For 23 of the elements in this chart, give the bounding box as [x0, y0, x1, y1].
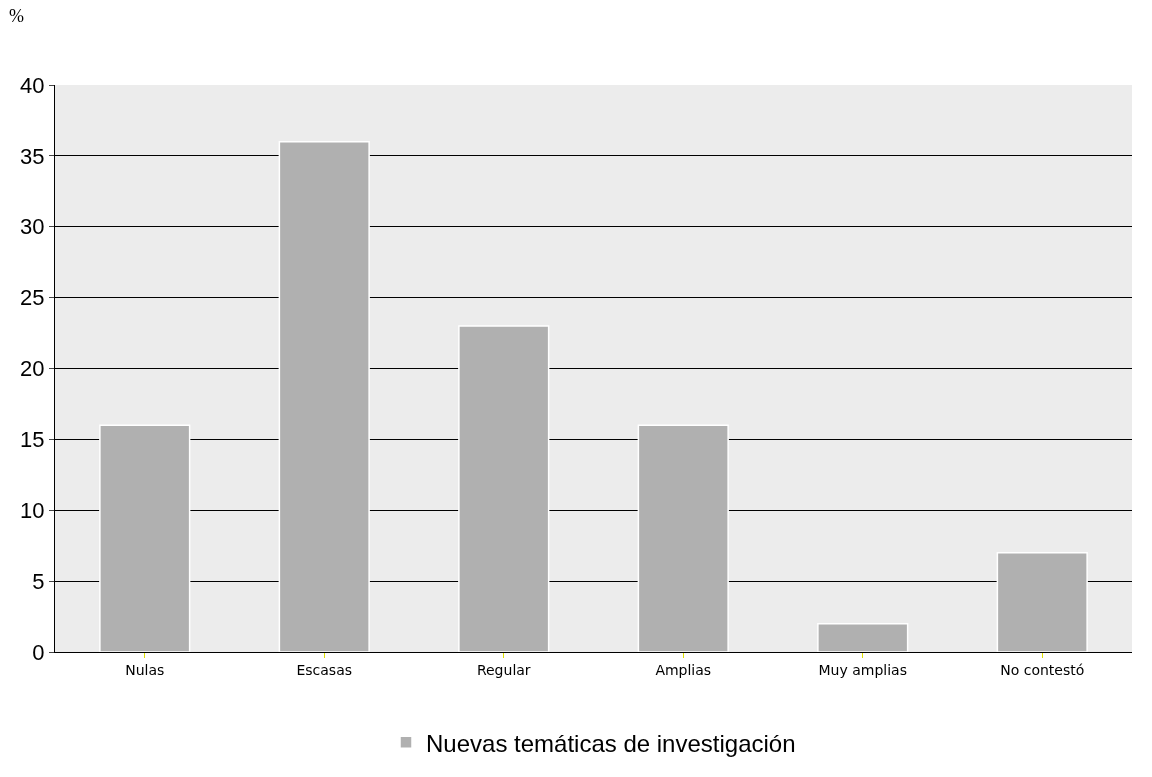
- y-tick-label: 25: [20, 285, 45, 311]
- bar: [99, 424, 191, 652]
- bar: [278, 140, 370, 652]
- legend-label: Nuevas temáticas de investigación: [426, 729, 796, 757]
- y-tick-label: 10: [20, 497, 45, 523]
- y-axis-title: %: [9, 6, 24, 26]
- y-tick-label: 5: [32, 568, 45, 594]
- y-tick-label: 15: [20, 427, 45, 453]
- bar: [817, 622, 909, 652]
- x-tick-label: Muy amplias: [818, 661, 907, 678]
- y-tick-label: 20: [20, 356, 45, 382]
- x-tick-label: Regular: [476, 661, 531, 678]
- x-tick-label: Amplias: [655, 661, 712, 678]
- bar: [637, 424, 729, 652]
- x-tick-label: Nulas: [125, 661, 165, 678]
- y-tick-label: 0: [32, 639, 45, 665]
- x-tick-label: Escasas: [296, 661, 353, 678]
- y-tick-label: 40: [20, 72, 45, 98]
- x-tick-label: No contestó: [1000, 661, 1085, 678]
- y-tick-label: 35: [20, 143, 45, 169]
- y-tick-label: 30: [20, 214, 45, 240]
- bar: [458, 325, 550, 652]
- bar: [996, 552, 1088, 652]
